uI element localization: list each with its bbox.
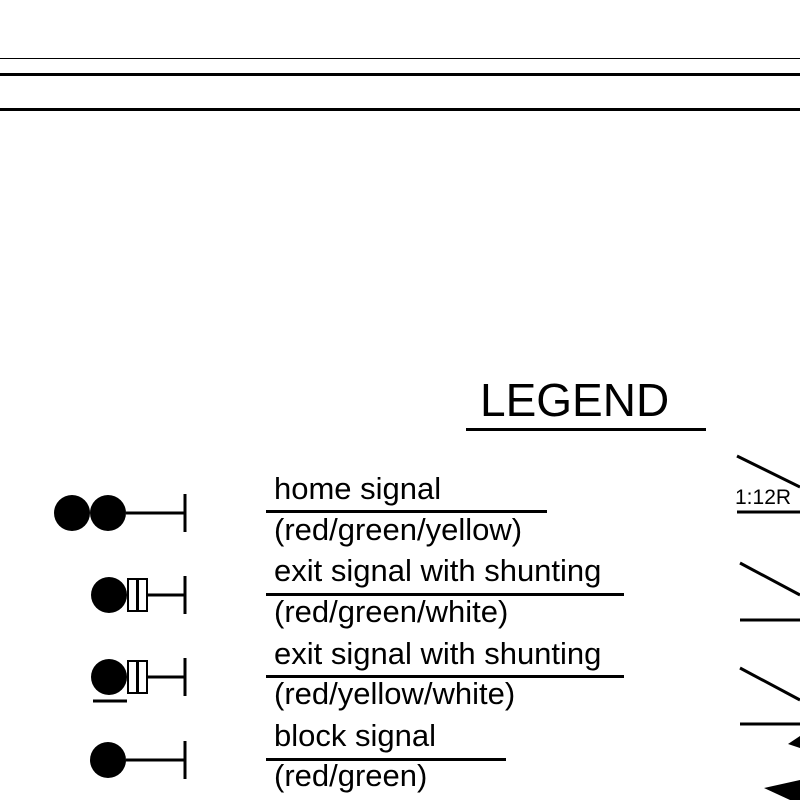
legend-entry-2-rule (266, 593, 624, 596)
frame-rule-lower (0, 108, 800, 111)
turnout-icon (739, 561, 800, 622)
legend-title: LEGEND (480, 374, 670, 426)
turnout-grade-label: 1:12R (735, 486, 792, 509)
legend-entry-3-rule (266, 675, 624, 678)
legend-title-underline (466, 428, 706, 431)
frame-rule-upper (0, 73, 800, 76)
turnout-icon (764, 780, 800, 800)
legend-entry-4-rule (266, 758, 506, 761)
exit-shunting-signal-icon (91, 576, 187, 614)
exit-shunting-signal-icon (91, 658, 187, 703)
single-aspect-signal-icon (90, 741, 187, 779)
two-aspect-signal-icon (54, 494, 187, 532)
legend-entry-3-colors: (red/yellow/white) (274, 676, 516, 711)
turnout-icon (736, 454, 800, 514)
legend-entry-3-name: exit signal with shunting (274, 636, 602, 671)
legend-entry-1-name: home signal (274, 471, 442, 506)
legend-entry-2-name: exit signal with shunting (274, 553, 602, 588)
frame-rule-thin (0, 58, 800, 59)
legend-entry-1-colors: (red/green/yellow) (274, 512, 523, 547)
turnout-icon (739, 666, 800, 748)
legend-entry-4-name: block signal (274, 718, 436, 753)
legend-entry-4-colors: (red/green) (274, 758, 428, 793)
legend-entry-1-rule (266, 510, 547, 513)
legend-entry-2-colors: (red/green/white) (274, 594, 509, 629)
